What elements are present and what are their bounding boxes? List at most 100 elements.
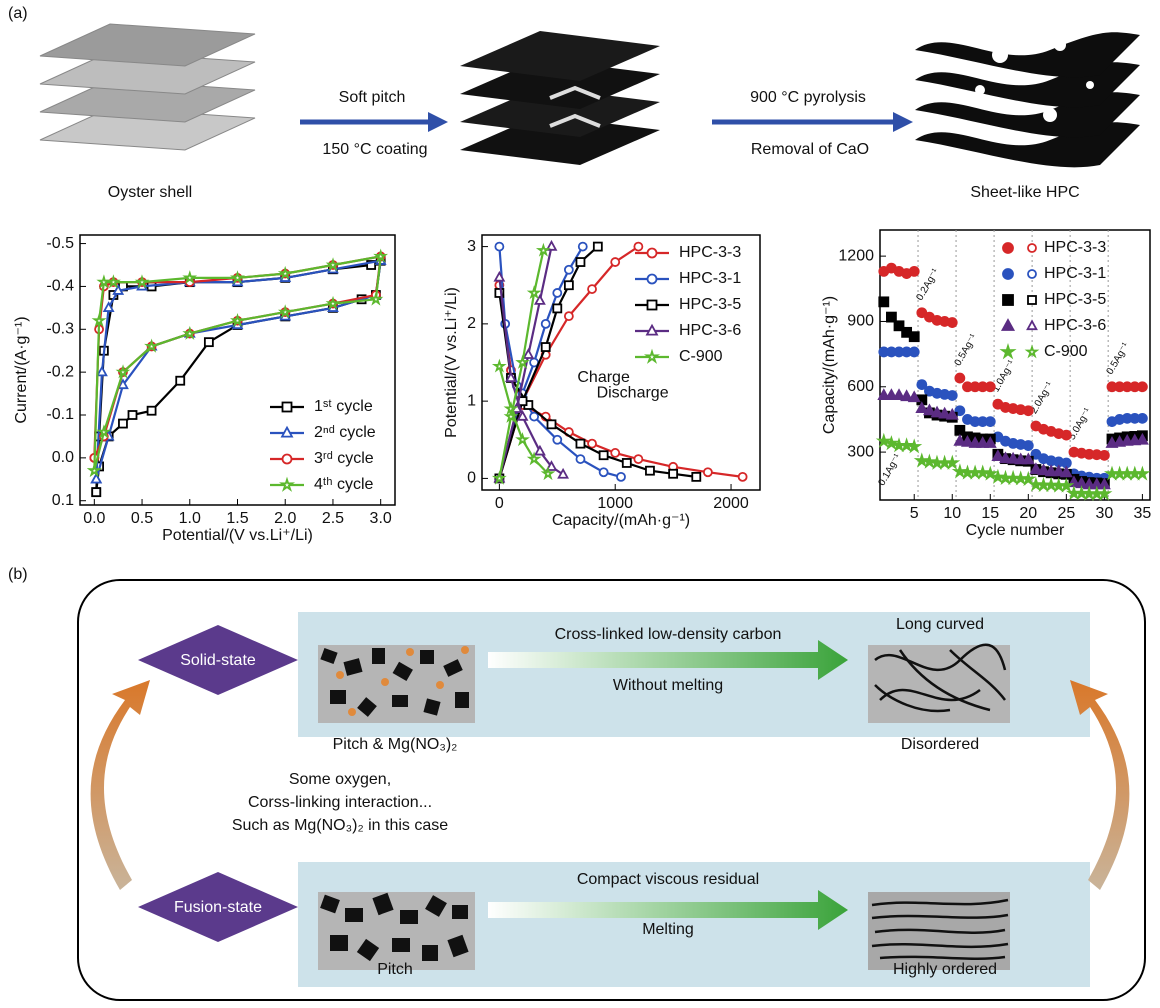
marker [282,480,292,490]
x-tick-label: 1.5 [226,510,248,527]
marker [648,301,657,310]
x-tick-label: 0.5 [131,510,153,527]
marker [282,428,292,437]
arrow-label: Soft pitch [339,89,406,106]
marker [95,316,104,325]
disordered-image [868,645,1010,723]
x-tick-label: 2.5 [322,510,344,527]
marker [579,243,587,251]
marker [588,285,596,293]
marker [634,243,642,251]
marker [283,455,292,464]
marker [1062,431,1071,440]
marker [553,289,561,297]
x-tick-label: 5 [910,505,919,522]
page: (a) Oyster shell Sheet-like HPC Soft pit… [0,0,1160,1008]
marker [634,455,642,463]
x-tick-label: 30 [1095,505,1113,522]
y-axis-label: Potential/(V vs.Li⁺/Li) [443,287,460,438]
marker [553,304,561,312]
marker [948,391,957,400]
marker [565,312,573,320]
coated-stack [460,31,660,165]
y-tick-label: -0.2 [46,363,74,380]
y-tick-label: 3 [467,238,476,255]
marker [1024,406,1033,415]
x-tick-label: 2000 [713,495,749,512]
legend-label: HPC-3-6 [1044,317,1106,334]
marker [648,275,657,284]
legend-label: 1ˢᵗ cycle [314,398,373,415]
marker [92,488,100,496]
marker [646,467,654,475]
marker [553,436,561,444]
y-axis-label: Capacity/(mAh·g⁻¹) [821,296,838,434]
marker [924,405,934,414]
x-tick-label: 35 [1133,505,1151,522]
image-caption: Long curved [896,616,984,633]
image-caption: Disordered [901,736,979,753]
marker [98,367,107,375]
marker [542,320,550,328]
marker [518,435,527,444]
marker [704,468,712,476]
arrow-head [893,112,913,132]
step-label: Oyster shell [108,184,192,201]
y-tick-label: 2 [467,315,476,332]
legend-label: 4ᵗʰ cycle [314,476,374,493]
panel-label: (b) [8,566,28,583]
process-label: Melting [642,921,694,938]
data-line [96,261,381,480]
marker [129,411,137,419]
y-tick-label: -0.4 [46,278,74,295]
marker [548,420,556,428]
marker [910,347,919,356]
legend-label: 2ⁿᵈ cycle [314,424,376,441]
marker [1003,320,1014,330]
marker [148,407,156,415]
y-tick-label: 0.0 [52,449,74,466]
marker [559,470,568,478]
x-tick-label: 15 [981,505,999,522]
marker [1099,489,1109,499]
x-tick-label: 0 [495,495,504,512]
marker [648,249,657,258]
marker [119,420,127,428]
y-tick-label: 300 [847,443,874,460]
curved-arrow [91,680,150,890]
marker [1024,441,1033,450]
marker [1003,243,1013,253]
x-tick-label: 3.0 [370,510,392,527]
y-tick-label: 1 [467,392,476,409]
arrow-label: Removal of CaO [751,141,869,158]
ordered-image [868,892,1010,970]
y-tick-label: 600 [847,378,874,395]
marker [594,243,602,251]
marker [955,374,964,383]
marker [176,377,184,385]
marker [92,474,101,482]
marker [986,417,995,426]
y-tick-label: 0.1 [52,492,74,509]
marker [1028,296,1036,304]
marker [887,313,896,322]
marker [600,451,608,459]
x-axis-label: Potential/(V vs.Li⁺/Li) [162,527,313,544]
state-label: Fusion-state [174,899,262,916]
image-caption: Highly ordered [893,961,997,978]
marker [518,358,527,367]
marker [600,468,608,476]
marker [99,277,108,286]
marker [1028,321,1037,329]
annotation: Charge [577,369,630,386]
y-tick-label: 1200 [838,247,874,264]
process-label: Without melting [613,677,723,694]
pitch-image [318,892,475,970]
marker [495,362,504,371]
y-tick-label: 900 [847,313,874,330]
marker [205,338,213,346]
marker [542,343,550,351]
marker [669,470,677,478]
legend-label: HPC-3-1 [679,270,741,287]
arrow-label: 150 °C coating [322,141,427,158]
